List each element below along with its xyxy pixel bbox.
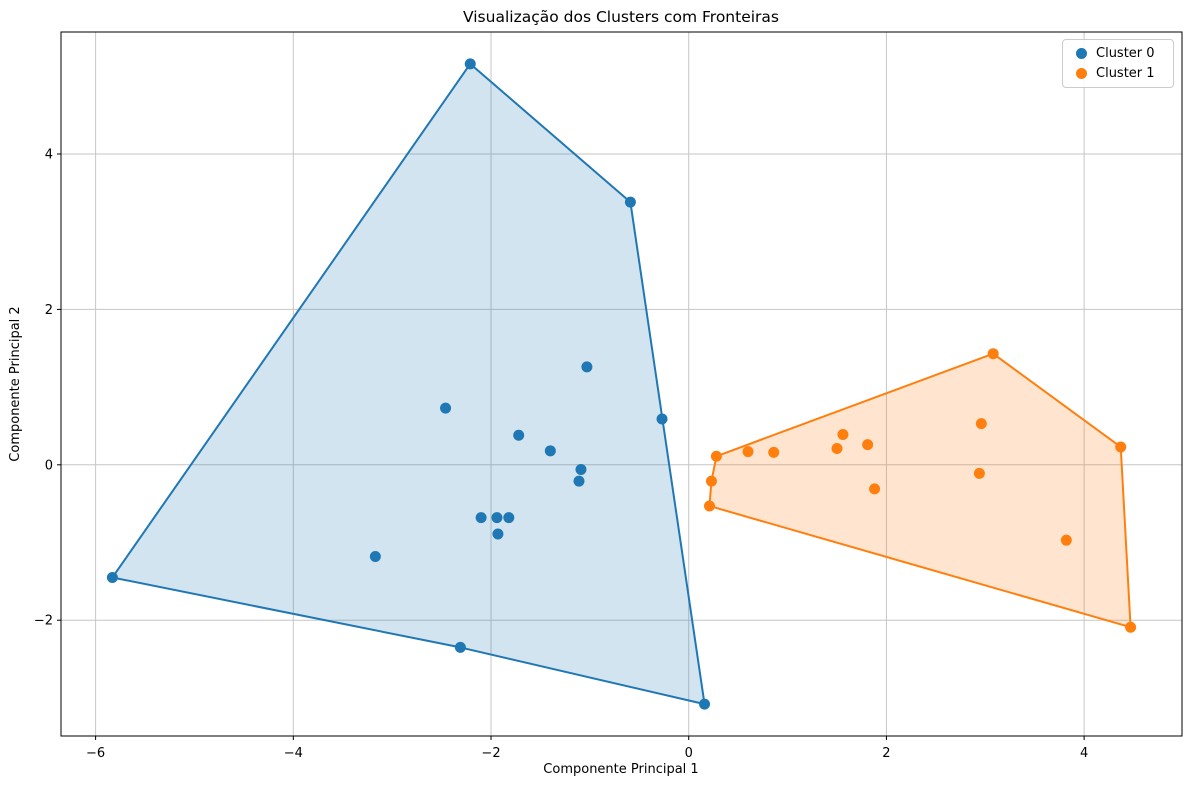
- cluster-0-point: [513, 429, 525, 441]
- cluster-1-point: [837, 429, 849, 441]
- cluster-0-point: [544, 445, 556, 457]
- cluster-0-point: [699, 698, 711, 710]
- x-axis-label: Componente Principal 1: [543, 762, 698, 777]
- cluster-0-point: [656, 413, 668, 425]
- x-tick-label: −4: [284, 746, 303, 761]
- legend-item-cluster-1: Cluster 1: [1072, 66, 1164, 81]
- cluster-0-point: [491, 512, 503, 524]
- cluster-0-point: [440, 402, 452, 414]
- chart-title: Visualização dos Clusters com Fronteiras: [463, 8, 779, 26]
- chart-dynamic-layer: −6 −4 −2 0 2 4 −2 0 2 4: [34, 31, 1183, 761]
- cluster-0-point: [492, 528, 504, 540]
- y-tick-label: 4: [45, 147, 53, 162]
- cluster-1-point: [710, 450, 722, 462]
- cluster-1-point: [862, 439, 874, 451]
- cluster-1-point: [1125, 621, 1137, 633]
- legend: Cluster 0 Cluster 1: [1062, 39, 1174, 88]
- plot-border: [60, 31, 1183, 737]
- cluster-1-point: [768, 446, 780, 458]
- cluster-0-point: [581, 361, 593, 373]
- cluster-1-point: [705, 475, 717, 487]
- cluster-0-point: [573, 475, 585, 487]
- y-tick-label: 2: [45, 303, 53, 318]
- x-tick-label: 0: [685, 746, 693, 761]
- cluster-1-point: [869, 483, 881, 495]
- cluster-1-point: [987, 348, 999, 360]
- cluster-1-point: [703, 500, 715, 512]
- cluster-1-point: [742, 446, 754, 458]
- cluster-0-marker-icon: [1076, 48, 1087, 59]
- x-tick-label: 2: [882, 746, 890, 761]
- cluster-0-point: [575, 463, 587, 475]
- legend-label-cluster-1: Cluster 1: [1096, 66, 1155, 81]
- cluster-1-point: [973, 467, 985, 479]
- y-tick-label: 0: [45, 458, 53, 473]
- cluster-1-boundary: [708, 352, 1132, 629]
- cluster-1-point: [1060, 534, 1072, 546]
- cluster-1-point: [975, 418, 987, 430]
- cluster-1-point: [831, 442, 843, 454]
- cluster-0-point: [624, 196, 636, 208]
- cluster-0-point: [503, 512, 515, 524]
- x-tick-label: −6: [86, 746, 105, 761]
- cluster-0-point: [475, 512, 487, 524]
- cluster-1-point: [1115, 441, 1127, 453]
- cluster-0-point: [106, 571, 118, 583]
- cluster-0-boundary: [111, 62, 706, 706]
- cluster-0-point: [369, 551, 381, 563]
- x-tick-label: −2: [481, 746, 500, 761]
- cluster-0-point: [454, 641, 466, 653]
- x-tick-label: 4: [1080, 746, 1088, 761]
- y-tick-label: −2: [34, 614, 53, 629]
- cluster-1-marker-icon: [1076, 68, 1087, 79]
- cluster-0-point: [464, 58, 476, 70]
- legend-item-cluster-0: Cluster 0: [1072, 46, 1164, 61]
- legend-label-cluster-0: Cluster 0: [1096, 46, 1155, 61]
- y-axis-label: Componente Principal 2: [8, 306, 23, 461]
